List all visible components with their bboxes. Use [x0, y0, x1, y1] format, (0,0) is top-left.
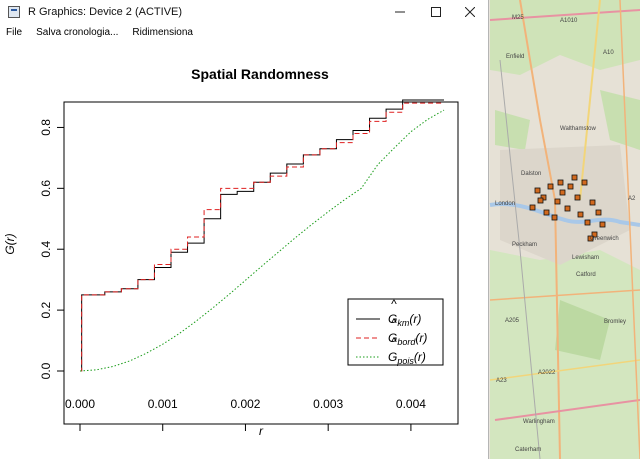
svg-text:A2: A2 [628, 196, 636, 202]
legend: ^Gkm(r)^Gbord(r)^Gpois(r) [347, 297, 444, 366]
svg-text:Walthamstow: Walthamstow [560, 126, 596, 132]
y-axis-label: G(r) [3, 233, 17, 254]
svg-text:Catford: Catford [576, 272, 596, 278]
svg-text:Greenwich: Greenwich [590, 236, 619, 242]
legend-label: Gbord(r) [388, 331, 427, 347]
chart-title: Spatial Randomness [191, 66, 329, 82]
x-tick-label: 0.002 [230, 397, 260, 411]
maximize-button[interactable] [418, 0, 454, 24]
series-line-bord [80, 102, 444, 372]
svg-text:M25: M25 [512, 15, 524, 21]
y-tick-label: 0.0 [39, 362, 53, 379]
x-tick-label: 0.001 [148, 397, 178, 411]
series-line-pois [79, 109, 445, 372]
svg-text:Warlingham: Warlingham [523, 419, 555, 425]
x-axis-label: r [259, 424, 264, 438]
r-app-icon [8, 6, 20, 18]
svg-text:London: London [495, 201, 515, 207]
legend-hat: ^ [391, 297, 397, 311]
menu-resize[interactable]: Ridimensiona [132, 27, 193, 38]
svg-text:Bromley: Bromley [604, 319, 626, 325]
legend-label: Gpois(r) [388, 350, 426, 366]
series-layer [79, 99, 445, 372]
y-axis: 0.0 0.2 0.4 0.6 0.8 [39, 119, 65, 379]
x-axis: 0.000 0.001 0.002 0.003 0.004 [65, 397, 426, 431]
svg-text:A2022: A2022 [538, 370, 556, 376]
r-graphics-window: R Graphics: Device 2 (ACTIVE) File Salva… [0, 0, 489, 459]
legend-label: Gkm(r) [388, 312, 421, 328]
menu-bar: File Salva cronologia... Ridimensiona [0, 24, 488, 41]
svg-text:A23: A23 [496, 378, 507, 384]
x-tick-label: 0.004 [396, 397, 426, 411]
y-tick-label: 0.2 [39, 301, 53, 318]
y-tick-label: 0.8 [39, 119, 53, 136]
window-title: R Graphics: Device 2 (ACTIVE) [28, 6, 183, 18]
minimize-icon [395, 11, 405, 13]
x-tick-label: 0.003 [313, 397, 343, 411]
svg-text:A205: A205 [505, 318, 520, 324]
plot-frame [63, 101, 459, 425]
svg-text:Enfield: Enfield [506, 54, 524, 60]
legend-hat: ^ [391, 335, 397, 349]
map-points [529, 174, 606, 242]
legend-hat: ^ [391, 316, 397, 330]
x-tick-label: 0.000 [65, 397, 95, 411]
close-icon [465, 7, 475, 17]
y-tick-label: 0.4 [39, 241, 53, 258]
svg-text:A1010: A1010 [560, 18, 578, 24]
svg-text:Dalston: Dalston [521, 171, 541, 177]
y-tick-label: 0.6 [39, 180, 53, 197]
svg-text:A10: A10 [603, 50, 614, 56]
minimize-button[interactable] [382, 0, 418, 24]
svg-text:Peckham: Peckham [512, 242, 537, 248]
svg-text:Caterham: Caterham [515, 447, 541, 453]
close-button[interactable] [452, 0, 488, 24]
maximize-icon [431, 7, 441, 17]
plot-area: Spatial Randomness 0.0 0.2 0.4 0.6 0.8 0.000… [3, 66, 459, 438]
menu-file[interactable]: File [6, 27, 23, 38]
svg-text:Lewisham: Lewisham [572, 255, 599, 261]
legend-box [347, 298, 444, 366]
menu-save-history[interactable]: Salva cronologia... [36, 27, 119, 38]
title-bar[interactable]: R Graphics: Device 2 (ACTIVE) [0, 0, 488, 24]
